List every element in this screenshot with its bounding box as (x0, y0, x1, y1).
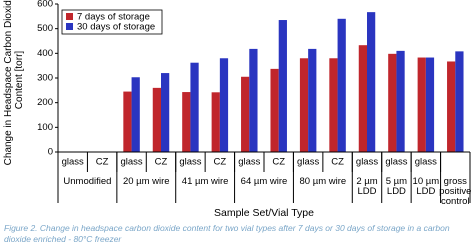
bar (455, 51, 464, 152)
x-tick-label: glass (356, 157, 378, 168)
x-tick-label: CZ (155, 157, 168, 168)
group-label: gross positive control (439, 176, 472, 207)
bar (396, 50, 405, 152)
y-tick-label: 400 (37, 48, 53, 59)
x-tick-label: glass (120, 157, 142, 168)
group-label: 10 µm LDD (412, 176, 440, 197)
bar (367, 12, 376, 153)
group-label: Unmodified (63, 176, 112, 187)
y-tick-label: 600 (37, 0, 53, 10)
group-label: 41 µm wire (181, 176, 229, 187)
x-tick-label: glass (297, 157, 319, 168)
y-tick-label: 300 (37, 73, 53, 84)
bar (270, 68, 279, 152)
bar (299, 58, 309, 153)
group-label: 20 µm wire (122, 176, 170, 187)
y-tick-label: 200 (37, 97, 53, 108)
bar (131, 77, 140, 152)
y-tick-label: 0 (48, 147, 53, 158)
bar (161, 73, 170, 152)
y-tick-label: 500 (37, 23, 53, 34)
x-tick-label: CZ (272, 157, 285, 168)
legend-label: 7 days of storage (77, 12, 150, 23)
x-tick-label: CZ (96, 157, 109, 168)
bar (123, 91, 132, 152)
legend-box (61, 9, 163, 35)
x-tick-label: glass (62, 157, 84, 168)
y-axis-title: Change in Headspace Carbon Dioxide Conte… (3, 0, 25, 166)
group-label: 80 µm wire (299, 176, 347, 187)
legend-swatch (66, 13, 73, 20)
bar (190, 62, 199, 152)
bar (447, 61, 456, 153)
bar (278, 20, 287, 153)
x-tick-label: glass (179, 157, 201, 168)
bar (425, 57, 435, 152)
bar (211, 92, 220, 152)
bar (219, 58, 229, 153)
bar (388, 53, 397, 152)
bar (417, 57, 426, 152)
bar (337, 18, 346, 152)
y-tick-label: 100 (37, 122, 53, 133)
figure-caption: Figure 2. Change in headspace carbon dio… (4, 223, 450, 244)
x-tick-label: glass (385, 157, 407, 168)
bar (241, 76, 250, 152)
group-label: 64 µm wire (240, 176, 288, 187)
bar (329, 58, 338, 153)
x-tick-label: glass (238, 157, 260, 168)
bar (249, 48, 258, 152)
legend-label: 30 days of storage (77, 22, 155, 33)
bar (152, 87, 161, 152)
x-tick-label: CZ (331, 157, 344, 168)
bar (182, 92, 191, 152)
x-tick-label: CZ (214, 157, 227, 168)
bar (358, 45, 367, 153)
bar (308, 48, 317, 152)
legend-swatch (66, 23, 73, 30)
group-label: 2 µm LDD (356, 176, 378, 197)
x-axis-title: Sample Set/Vial Type (214, 207, 314, 219)
group-label: 5 µm LDD (385, 176, 408, 197)
x-tick-label: glass (415, 157, 437, 168)
